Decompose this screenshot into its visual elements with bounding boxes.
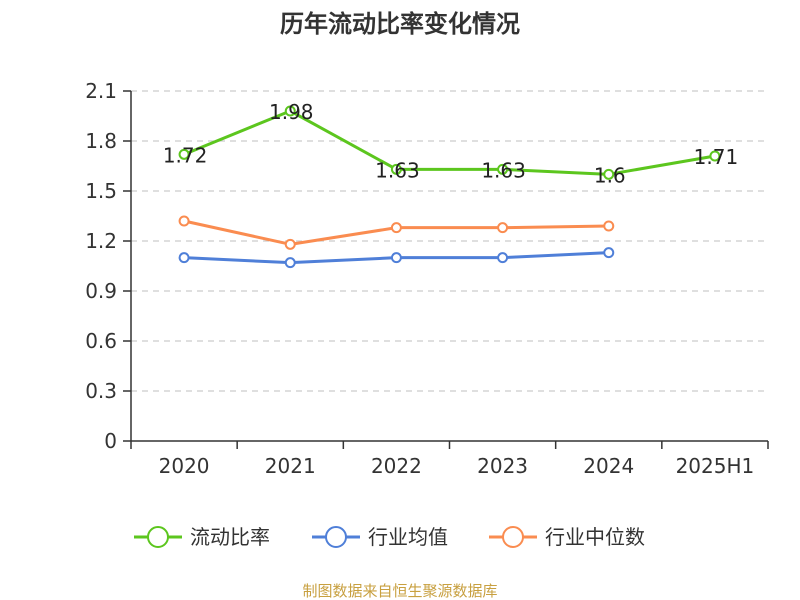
source-note: 制图数据来自恒生聚源数据库	[302, 582, 497, 600]
series-line	[183, 109, 716, 176]
data-label: 1.71	[694, 145, 739, 169]
x-tick-label: 2023	[477, 454, 528, 478]
data-point	[603, 247, 615, 259]
data-label: 1.72	[163, 143, 208, 167]
data-labels: 1.72 1.98 1.63 1.63 1.6 1.71	[163, 100, 738, 187]
data-point	[603, 168, 615, 180]
data-label: 1.63	[481, 158, 526, 182]
data-point	[497, 222, 509, 234]
y-tick-label: 0.3	[85, 379, 117, 403]
y-tick-label: 0.6	[85, 329, 117, 353]
data-point	[390, 252, 402, 264]
data-point	[390, 163, 402, 175]
x-axis: 2020 2021 2022 2023 2024 2025H1	[130, 440, 769, 478]
data-point	[709, 150, 721, 162]
data-point	[284, 238, 296, 250]
data-label: 1.6	[594, 163, 626, 187]
y-tick-label: 1.8	[85, 129, 117, 153]
legend-label: 行业中位数	[545, 525, 645, 549]
series-group	[178, 105, 721, 269]
data-point	[284, 105, 296, 117]
chart-title: 历年流动比率变化情况	[280, 10, 520, 38]
data-point	[603, 220, 615, 232]
y-tick-label: 0	[104, 429, 117, 453]
y-tick-label: 0.9	[85, 279, 117, 303]
x-tick-label: 2020	[159, 454, 210, 478]
x-tick-label: 2021	[265, 454, 316, 478]
legend: 流动比率 行业均值 行业中位数	[134, 525, 645, 549]
data-label: 1.98	[269, 100, 314, 124]
data-point	[284, 257, 296, 269]
y-axis: 0 0.3 0.6 0.9 1.2 1.5 1.8 2.1	[85, 79, 132, 453]
x-tick-label: 2022	[371, 454, 422, 478]
grid-lines	[131, 90, 768, 392]
legend-swatch-marker	[502, 526, 524, 548]
legend-label: 行业均值	[368, 525, 448, 549]
y-tick-label: 1.2	[85, 229, 117, 253]
legend-label: 流动比率	[190, 525, 270, 549]
x-tick-label: 2024	[583, 454, 634, 478]
y-tick-label: 1.5	[85, 179, 117, 203]
y-tick-label: 2.1	[85, 79, 117, 103]
data-point	[497, 252, 509, 264]
data-point	[497, 163, 509, 175]
data-point	[178, 215, 190, 227]
data-point	[178, 148, 190, 160]
data-label: 1.63	[375, 158, 420, 182]
data-point	[390, 222, 402, 234]
x-tick-label: 2025H1	[676, 454, 755, 478]
legend-swatch-marker	[147, 526, 169, 548]
data-point	[178, 252, 190, 264]
legend-swatch-marker	[325, 526, 347, 548]
